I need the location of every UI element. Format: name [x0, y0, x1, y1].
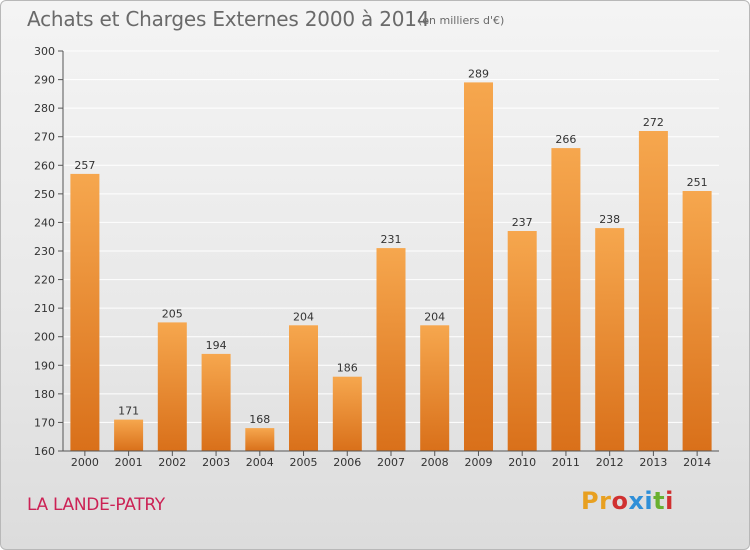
logo-letter: t: [653, 487, 666, 515]
x-tick-label: 2006: [333, 456, 361, 469]
y-tick-label: 290: [34, 74, 55, 87]
x-tick-label: 2002: [158, 456, 186, 469]
x-tick-label: 2009: [465, 456, 493, 469]
logo-letter: x: [628, 487, 645, 515]
proxiti-logo[interactable]: Proxiti: [581, 487, 674, 515]
x-tick-label: 2013: [639, 456, 667, 469]
x-tick-label: 2010: [508, 456, 536, 469]
bar-2003[interactable]: [201, 353, 231, 451]
value-label: 272: [643, 116, 664, 129]
x-tick-label: 2001: [115, 456, 143, 469]
x-tick-label: 2004: [246, 456, 274, 469]
y-tick-label: 190: [34, 359, 55, 372]
value-label: 231: [381, 233, 402, 246]
value-label: 171: [118, 405, 139, 418]
bar-2012[interactable]: [595, 228, 625, 451]
chart-title: Achats et Charges Externes 2000 à 2014: [27, 7, 430, 31]
x-tick-label: 2012: [596, 456, 624, 469]
bar-2007[interactable]: [376, 248, 406, 451]
y-tick-label: 280: [34, 102, 55, 115]
bar-2014[interactable]: [682, 191, 712, 451]
y-tick-label: 300: [34, 45, 55, 58]
y-tick-label: 270: [34, 131, 55, 144]
y-tick-labels: 160 170 180 190 200 210 220 230 240 250 260 270 280 2…: [34, 45, 55, 458]
value-label: 168: [249, 413, 270, 426]
x-tick-label: 2000: [71, 456, 99, 469]
x-tick-label: 2003: [202, 456, 230, 469]
bar-2001[interactable]: [114, 419, 144, 451]
value-label: 251: [687, 176, 708, 189]
value-label: 237: [512, 216, 533, 229]
commune-name: LA LANDE-PATRY: [27, 495, 165, 515]
y-tick-label: 200: [34, 331, 55, 344]
bar-2002[interactable]: [157, 322, 187, 451]
bars: [70, 82, 712, 452]
bar-2004[interactable]: [245, 428, 275, 451]
x-tick-label: 2005: [290, 456, 318, 469]
y-tick-label: 170: [34, 416, 55, 429]
bar-2009[interactable]: [464, 82, 493, 452]
y-tick-label: 160: [34, 445, 55, 458]
value-labels: 257 171 205 194 168 204 186 231 204 289 237 266 238 2…: [74, 67, 707, 426]
bar-2010[interactable]: [507, 231, 537, 451]
value-label: 204: [293, 310, 314, 323]
y-tick-label: 250: [34, 188, 55, 201]
value-label: 204: [424, 310, 445, 323]
value-label: 266: [555, 133, 576, 146]
y-tick-label: 260: [34, 159, 55, 172]
bar-2006[interactable]: [332, 376, 362, 451]
x-tick-label: 2007: [377, 456, 405, 469]
value-label: 186: [337, 362, 358, 375]
value-label: 194: [206, 339, 227, 352]
logo-letter: P: [581, 487, 600, 515]
value-label: 205: [162, 307, 183, 320]
logo-letter: i: [644, 487, 654, 515]
y-tick-label: 230: [34, 245, 55, 258]
bar-2013[interactable]: [638, 131, 668, 451]
axes: [58, 50, 719, 456]
x-tick-label: 2011: [552, 456, 580, 469]
logo-letter: o: [611, 487, 629, 515]
y-tick-label: 220: [34, 274, 55, 287]
value-label: 238: [599, 213, 620, 226]
value-label: 257: [74, 159, 95, 172]
x-tick-labels: 2000 2001 2002 2003 2004 2005 2006 2007 2008 2009…: [71, 456, 711, 469]
y-tick-label: 180: [34, 388, 55, 401]
chart-subtitle: (en milliers d'€): [418, 14, 505, 27]
y-tick-label: 240: [34, 216, 55, 229]
bar-2000[interactable]: [70, 173, 100, 451]
x-tick-label: 2008: [421, 456, 449, 469]
bar-2008[interactable]: [420, 325, 450, 451]
bar-2005[interactable]: [289, 325, 318, 451]
x-tick-label: 2014: [683, 456, 711, 469]
logo-letter: i: [665, 487, 674, 515]
value-label: 289: [468, 67, 489, 80]
y-tick-label: 210: [34, 302, 55, 315]
logo-letter: r: [599, 487, 612, 515]
bar-2011[interactable]: [551, 148, 581, 451]
